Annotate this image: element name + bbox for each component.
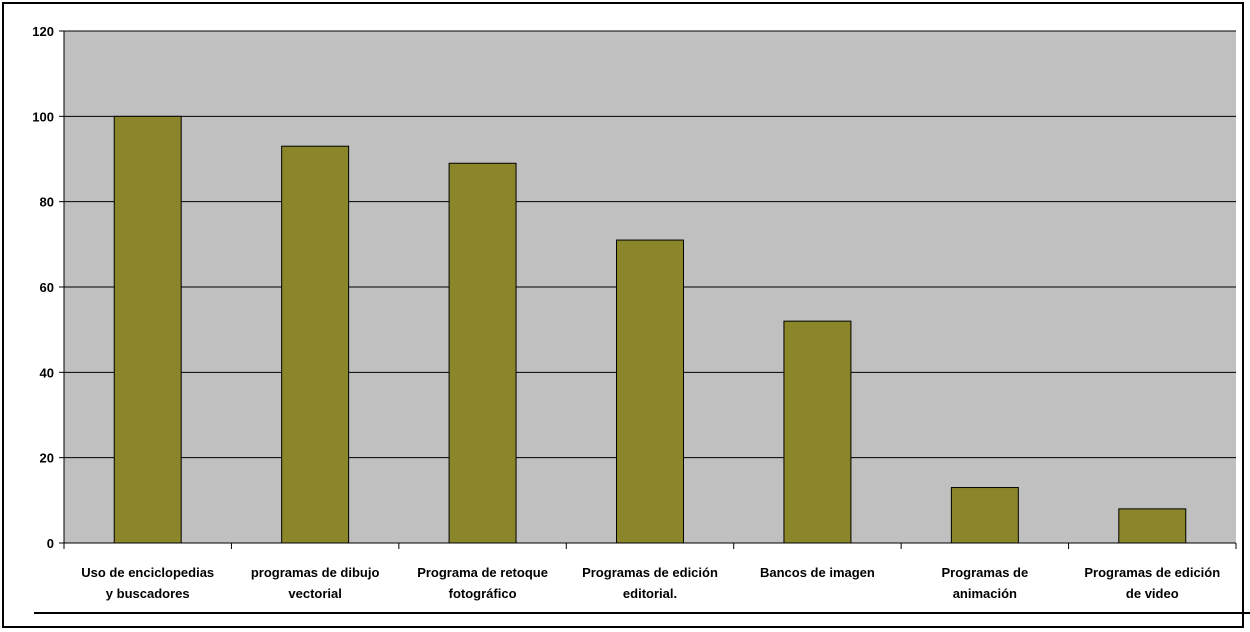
- x-axis: Uso de enciclopedias y buscadores programa…: [63, 542, 1237, 601]
- y-axis: 0 20 40 60 80 100 120: [32, 24, 65, 551]
- x-category-label: Programas de edición de video: [1084, 565, 1220, 601]
- x-category-label-line: Programas de edición: [582, 565, 718, 580]
- y-tick-label: 80: [40, 195, 54, 210]
- x-category-label: Programas de edición editorial.: [582, 565, 718, 601]
- bar: [448, 162, 517, 544]
- x-category-label-line: Programa de retoque: [417, 565, 548, 580]
- x-category-label-line: editorial.: [623, 586, 677, 601]
- bar: [281, 145, 350, 544]
- bar: [783, 320, 852, 544]
- y-tick-label: 100: [32, 109, 54, 124]
- x-category-label-line: y buscadores: [106, 586, 190, 601]
- x-category-label-line: vectorial: [288, 586, 341, 601]
- x-category-label-line: fotográfico: [449, 586, 517, 601]
- y-tick-label: 120: [32, 24, 54, 39]
- bar: [113, 115, 182, 544]
- bar: [950, 487, 1019, 544]
- bar: [1118, 508, 1187, 544]
- x-category-label: Programas de animación: [942, 565, 1029, 601]
- x-category-label: Programa de retoque fotográfico: [417, 565, 548, 601]
- x-category-label-line: programas de dibujo: [251, 565, 380, 580]
- x-category-label-line: Uso de enciclopedias: [81, 565, 214, 580]
- y-tick-label: 60: [40, 280, 54, 295]
- x-category-label-line: Bancos de imagen: [760, 565, 875, 580]
- x-category-label-line: de video: [1126, 586, 1179, 601]
- y-tick-label: 40: [40, 365, 54, 380]
- x-category-label: Uso de enciclopedias y buscadores: [81, 565, 214, 601]
- y-tick-label: 0: [47, 536, 54, 551]
- bar: [616, 239, 684, 544]
- x-category-label-line: Programas de: [942, 565, 1029, 580]
- x-category-label-line: Programas de edición: [1084, 565, 1220, 580]
- x-category-label: programas de dibujo vectorial: [251, 565, 380, 601]
- bars: [113, 115, 1187, 544]
- x-category-label-line: animación: [953, 586, 1017, 601]
- y-tick-label: 20: [40, 451, 54, 466]
- chart-bottom-border: [34, 612, 1250, 614]
- x-category-label: Bancos de imagen: [760, 565, 875, 580]
